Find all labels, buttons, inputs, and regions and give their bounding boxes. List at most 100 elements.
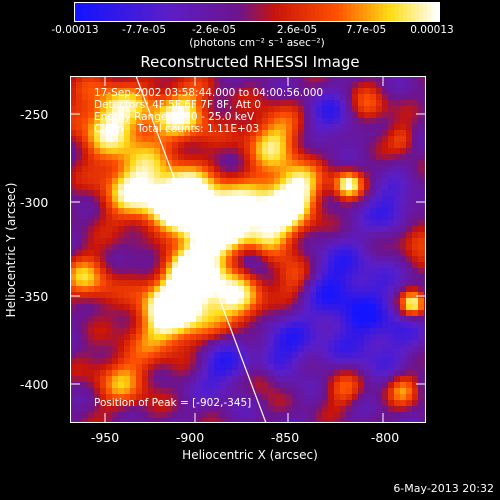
image-pixel (340, 160, 347, 167)
image-pixel (298, 382, 305, 389)
image-pixel (238, 418, 245, 423)
image-pixel (256, 208, 263, 215)
image-pixel (394, 334, 401, 341)
image-pixel (106, 88, 113, 95)
image-pixel (292, 262, 299, 269)
image-pixel (70, 196, 77, 203)
image-pixel (316, 304, 323, 311)
image-pixel (250, 280, 257, 287)
image-pixel (394, 244, 401, 251)
image-pixel (358, 370, 365, 377)
image-pixel (82, 388, 89, 395)
image-pixel (160, 310, 167, 317)
image-pixel (124, 298, 131, 305)
x-axis-label: Heliocentric X (arcsec) (182, 448, 318, 462)
image-pixel (370, 76, 377, 83)
image-pixel (202, 286, 209, 293)
image-pixel (100, 124, 107, 131)
image-pixel (418, 154, 425, 161)
image-pixel (196, 322, 203, 329)
image-pixel (298, 244, 305, 251)
image-pixel (130, 202, 137, 209)
image-pixel (298, 142, 305, 149)
image-pixel (328, 250, 335, 257)
image-pixel (328, 100, 335, 107)
image-pixel (214, 76, 221, 83)
image-pixel (118, 238, 125, 245)
image-pixel (340, 166, 347, 173)
image-pixel (88, 382, 95, 389)
image-pixel (178, 112, 185, 119)
image-pixel (70, 202, 77, 209)
image-pixel (346, 136, 353, 143)
image-pixel (226, 298, 233, 305)
image-pixel (304, 238, 311, 245)
image-pixel (148, 190, 155, 197)
image-pixel (394, 340, 401, 347)
image-pixel (214, 160, 221, 167)
image-pixel (214, 214, 221, 221)
image-pixel (334, 232, 341, 239)
image-pixel (130, 94, 137, 101)
image-pixel (106, 394, 113, 401)
image-pixel (340, 232, 347, 239)
image-pixel (88, 334, 95, 341)
image-pixel (232, 316, 239, 323)
image-pixel (394, 214, 401, 221)
image-pixel (322, 184, 329, 191)
image-pixel (76, 400, 83, 407)
image-pixel (190, 250, 197, 257)
image-pixel (340, 172, 347, 179)
image-pixel (160, 388, 167, 395)
image-pixel (382, 418, 389, 423)
image-pixel (178, 94, 185, 101)
image-pixel (340, 388, 347, 395)
image-pixel (400, 322, 407, 329)
image-pixel (340, 358, 347, 365)
image-pixel (316, 250, 323, 257)
image-pixel (172, 418, 179, 423)
image-pixel (334, 394, 341, 401)
image-pixel (184, 160, 191, 167)
image-pixel (334, 280, 341, 287)
image-pixel (382, 310, 389, 317)
image-pixel (358, 418, 365, 423)
image-pixel (382, 328, 389, 335)
image-pixel (316, 292, 323, 299)
image-pixel (394, 376, 401, 383)
image-pixel (172, 256, 179, 263)
image-pixel (310, 160, 317, 167)
image-pixel (82, 286, 89, 293)
image-pixel (160, 124, 167, 131)
image-pixel (142, 178, 149, 185)
image-pixel (358, 226, 365, 233)
image-pixel (214, 316, 221, 323)
image-pixel (196, 160, 203, 167)
image-pixel (238, 94, 245, 101)
image-pixel (160, 322, 167, 329)
image-pixel (106, 148, 113, 155)
image-pixel (262, 370, 269, 377)
image-pixel (118, 196, 125, 203)
image-pixel (256, 400, 263, 407)
image-pixel (184, 400, 191, 407)
image-plot (70, 76, 426, 423)
image-pixel (142, 196, 149, 203)
image-pixel (112, 358, 119, 365)
image-pixel (388, 106, 395, 113)
image-pixel (388, 190, 395, 197)
image-pixel (358, 274, 365, 281)
image-pixel (196, 328, 203, 335)
image-pixel (214, 304, 221, 311)
image-pixel (322, 178, 329, 185)
image-pixel (226, 316, 233, 323)
image-pixel (166, 178, 173, 185)
image-pixel (184, 76, 191, 83)
image-pixel (340, 292, 347, 299)
image-pixel (70, 370, 77, 377)
image-pixel (400, 340, 407, 347)
image-pixel (274, 334, 281, 341)
image-pixel (298, 196, 305, 203)
image-pixel (298, 172, 305, 179)
colorbar-swatch (135, 3, 140, 21)
